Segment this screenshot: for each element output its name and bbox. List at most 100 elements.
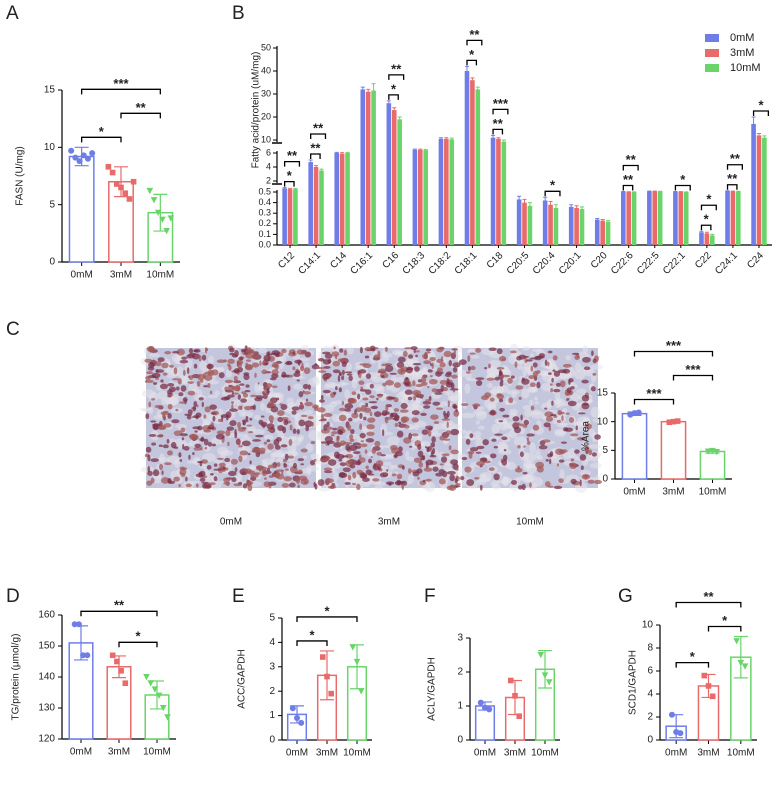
stain-spot (415, 354, 418, 358)
stain-spot (472, 403, 481, 407)
stain-spot (592, 372, 597, 376)
stain-spot (559, 380, 566, 388)
stain-spot (203, 438, 209, 446)
bar (464, 71, 470, 245)
stain-spot (383, 472, 388, 476)
stain-spot (479, 457, 488, 463)
legend-swatch (705, 49, 719, 57)
stain-spot (532, 370, 538, 378)
significance-label: * (680, 172, 686, 187)
stain-spot (159, 463, 164, 471)
stain-spot (269, 377, 277, 381)
stain-spot (145, 375, 151, 381)
significance-bracket (622, 164, 639, 171)
stain-spot (557, 369, 567, 374)
y-tick-label: 4 (266, 161, 271, 171)
data-point (72, 154, 79, 161)
error-bar (600, 219, 605, 221)
image-texture (206, 379, 220, 385)
image-texture (487, 382, 493, 389)
stain-spot (158, 444, 163, 448)
bar (470, 80, 475, 245)
stain-spot (432, 466, 439, 472)
significance-label: * (135, 629, 141, 644)
stain-spot (283, 476, 293, 482)
legend-label: 3mM (730, 47, 754, 59)
stain-spot (178, 452, 182, 458)
image-texture (312, 375, 320, 385)
image-texture (471, 355, 480, 359)
stain-spot (145, 413, 150, 420)
stain-spot (399, 409, 409, 413)
stain-spot (204, 347, 208, 354)
stain-spot (357, 458, 361, 466)
x-tick-label: 3mM (697, 748, 719, 759)
image-texture (417, 436, 423, 441)
stain-spot (254, 372, 257, 378)
stain-spot (362, 397, 369, 401)
stain-spot (302, 383, 309, 390)
stain-spot (319, 399, 325, 403)
stain-spot (398, 421, 402, 425)
image-texture (273, 392, 285, 399)
stain-spot (280, 374, 290, 378)
image-texture (565, 355, 572, 361)
image-texture (461, 412, 476, 419)
stain-spot (341, 369, 345, 376)
data-point (353, 658, 361, 666)
image-texture (213, 459, 223, 464)
stain-spot (228, 470, 237, 477)
image-texture (440, 485, 448, 489)
stain-spot (461, 403, 469, 406)
image-texture (534, 401, 540, 405)
stain-spot (445, 430, 452, 435)
stain-spot (245, 415, 249, 421)
image-texture (491, 385, 500, 396)
stain-spot (558, 478, 564, 484)
stain-spot (182, 369, 186, 376)
stain-spot (431, 436, 436, 443)
error-bar (360, 86, 365, 90)
image-texture (293, 383, 302, 390)
significance-bracket (296, 640, 328, 646)
stain-spot (266, 388, 270, 396)
stain-spot (198, 354, 202, 362)
stain-spot (544, 481, 551, 487)
stain-spot (176, 386, 180, 391)
y-tick-label: 4 (647, 689, 653, 700)
bar (339, 153, 345, 245)
image-texture (464, 383, 471, 394)
x-tick-label: C14:1 (296, 250, 323, 277)
stain-spot (404, 389, 413, 395)
stain-spot (549, 451, 554, 457)
significance-label: ** (730, 151, 741, 166)
stain-spot (251, 353, 259, 360)
significance-label: * (706, 192, 712, 207)
stain-spot (372, 478, 380, 482)
stain-spot (208, 482, 216, 486)
stain-spot (192, 451, 195, 456)
stain-spot (172, 480, 176, 483)
stain-spot (344, 481, 351, 485)
stain-spot (450, 382, 455, 390)
bar (756, 135, 762, 245)
image-label: 0mM (220, 517, 242, 528)
stain-spot (569, 433, 579, 437)
stain-spot (331, 431, 338, 435)
panel-letter: A (6, 3, 19, 24)
image-texture (583, 428, 588, 433)
x-tick-label: 10mM (143, 747, 171, 758)
image-texture (174, 382, 180, 387)
stain-spot (326, 477, 331, 484)
stain-spot (397, 356, 406, 363)
image-texture (579, 469, 592, 476)
bar (699, 232, 704, 245)
image-texture (511, 391, 517, 398)
image-texture (486, 366, 500, 376)
stain-spot (161, 470, 164, 475)
stain-spot (467, 355, 471, 363)
significance-bracket (752, 110, 770, 116)
stain-spot (570, 458, 575, 462)
bar (600, 220, 605, 245)
stain-spot (164, 462, 172, 466)
